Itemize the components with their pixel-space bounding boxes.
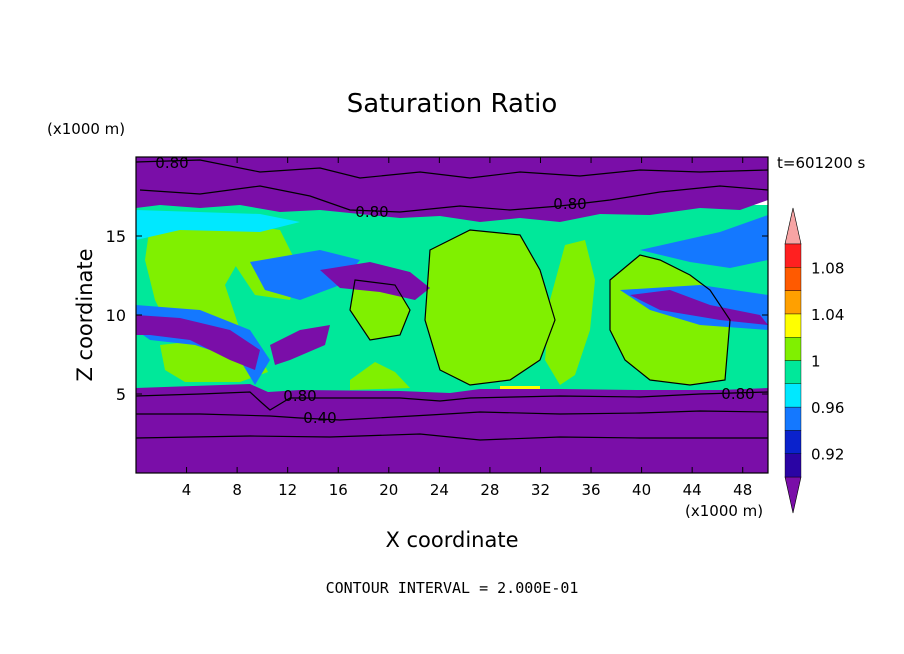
colorbar-tick-label: 0.92: [811, 446, 844, 464]
x-tick-label: 24: [430, 481, 449, 499]
field-purple-2: [136, 315, 260, 370]
contour-label: 0.80: [553, 195, 586, 213]
colorbar: 0.92 0.96 1 1.04 1.08: [784, 207, 844, 514]
chart-title: Saturation Ratio: [347, 89, 558, 119]
x-tick-label: 44: [683, 481, 702, 499]
contour-upper-2: [139, 185, 768, 213]
contour-region-1: [349, 279, 411, 341]
x-tick-label: 4: [182, 481, 192, 499]
x-tick-label: 16: [329, 481, 348, 499]
contour-label: 0.80: [283, 387, 316, 405]
contour-region-2: [424, 229, 556, 386]
y-axis-label: Z coordinate: [73, 248, 97, 381]
x-axis-ticks: 4 8 12 16 20 24 28 32 36 40 44 48: [182, 157, 752, 499]
contour-label-group: 0.80 0.80 0.80 0.80 0.80 0.40: [155, 154, 754, 427]
colorbar-segment: [784, 267, 802, 291]
field-strip: [500, 386, 540, 389]
colorbar-tick-label: 0.96: [811, 399, 844, 417]
colorbar-segment: [784, 360, 802, 384]
contour-lower-040: [136, 410, 768, 421]
colorbar-segment: [784, 290, 802, 315]
x-tick-label: 8: [232, 481, 242, 499]
colorbar-segment: [784, 430, 802, 454]
field-purple-3: [270, 325, 330, 365]
colorbar-tick-label: 1.08: [811, 259, 844, 277]
contour-interval-footer: CONTOUR INTERVAL = 2.000E-01: [326, 579, 579, 597]
time-label: t=601200 s: [777, 154, 865, 172]
colorbar-segment: [784, 337, 802, 361]
contour-label: 0.80: [155, 154, 188, 172]
colorbar-lower-extend: [784, 476, 802, 514]
field-region-4: [425, 230, 555, 385]
field-region-6: [545, 240, 595, 385]
colorbar-segment: [784, 383, 802, 408]
colorbar-upper-extend: [784, 207, 802, 245]
colorbar-segment: [784, 453, 802, 478]
contour-region-3: [609, 254, 731, 386]
field-purple-1: [320, 262, 430, 300]
x-tick-label: 32: [531, 481, 550, 499]
y-tick-label: 10: [106, 306, 126, 325]
x-tick-label: 20: [379, 481, 398, 499]
contour-label: 0.40: [303, 409, 336, 427]
colorbar-tick-label: 1: [811, 353, 821, 371]
x-tick-label: 40: [632, 481, 651, 499]
field-patch-blue-1: [250, 250, 360, 300]
colorbar-segment: [784, 313, 802, 338]
colorbar-tick-label: 1.04: [811, 306, 844, 324]
x-tick-label: 12: [278, 481, 297, 499]
contour-label: 0.80: [721, 385, 754, 403]
x-tick-label: 28: [480, 481, 499, 499]
y-axis-ticks: 5 10 15: [106, 227, 768, 404]
x-unit-label: (x1000 m): [685, 502, 763, 520]
plot-area: 0.80 0.80 0.80 0.80 0.80 0.40: [136, 154, 768, 473]
contour-lower-080: [136, 391, 768, 411]
contour-upper-1: [136, 159, 768, 179]
y-tick-label: 5: [116, 385, 126, 404]
field-patch-cyan-1: [136, 210, 300, 240]
y-tick-label: 15: [106, 227, 126, 246]
contour-lower-2: [136, 433, 768, 441]
colorbar-segment: [784, 406, 802, 431]
x-axis-label: X coordinate: [385, 528, 518, 552]
x-tick-label: 48: [733, 481, 752, 499]
field-region-5: [350, 362, 410, 390]
field-purple-4: [630, 290, 768, 325]
field-lower-dry-layer: [136, 384, 768, 473]
field-patch-blue-2: [640, 215, 768, 268]
x-tick-label: 36: [581, 481, 600, 499]
contour-label: 0.80: [355, 203, 388, 221]
y-unit-label: (x1000 m): [47, 120, 125, 138]
colorbar-segment: [784, 243, 802, 268]
